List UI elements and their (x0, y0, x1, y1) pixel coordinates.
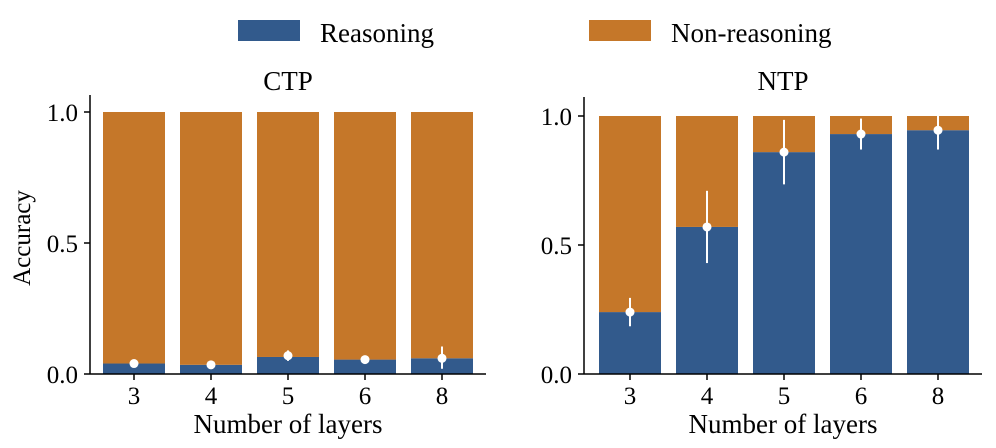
ntp-mean-point-6 (856, 129, 866, 139)
ctp-mean-point-6 (360, 355, 370, 365)
ctp-bar-reasoning-5 (257, 356, 319, 374)
ctp-bar-reasoning-6 (334, 359, 396, 374)
ntp-mean-point-3 (625, 307, 635, 317)
ctp-bar-non-reasoning-3 (103, 112, 165, 364)
ntp-ytick-label-2: 1.0 (541, 104, 572, 131)
legend: Reasoning Non-reasoning (238, 18, 831, 48)
ntp-mean-point-4 (702, 222, 712, 232)
ctp-xtick-label-3: 3 (128, 383, 141, 410)
ntp-bar-reasoning-6 (830, 134, 892, 374)
ctp-mean-point-4 (206, 360, 216, 370)
ctp-mean-point-8 (437, 353, 447, 363)
ctp-bar-reasoning-4 (180, 364, 242, 374)
legend-label-non-reasoning: Non-reasoning (671, 18, 831, 48)
ntp-mean-point-8 (933, 125, 943, 135)
ctp-xtick-label-8: 8 (436, 383, 449, 410)
legend-swatch-reasoning (238, 20, 300, 41)
ntp-bar-reasoning-8 (907, 130, 969, 374)
ntp-mean-point-5 (779, 147, 789, 157)
ctp-bar-non-reasoning-6 (334, 112, 396, 360)
legend-label-reasoning: Reasoning (320, 18, 434, 48)
ctp-plot-area: 3 4 5 6 8 0.0 0.5 1.0 (47, 95, 486, 410)
ntp-xtick-label-8: 8 (932, 383, 945, 410)
ctp-panel-title: CTP (263, 66, 313, 96)
ctp-ytick-label-0: 0.0 (47, 362, 78, 389)
ctp-bar-non-reasoning-5 (257, 112, 319, 357)
ntp-ytick-label-0: 0.0 (541, 362, 572, 389)
ctp-mean-point-5 (283, 351, 293, 361)
ntp-xtick-label-6: 6 (855, 383, 868, 410)
ntp-panel-title: NTP (757, 66, 808, 96)
ntp-plot-area: 3 4 5 6 8 0.0 0.5 1.0 (541, 97, 982, 410)
ctp-bar-non-reasoning-4 (180, 112, 242, 365)
ctp-xtick-label-5: 5 (282, 383, 295, 410)
ntp-xlabel: Number of layers (689, 409, 878, 439)
ctp-xlabel: Number of layers (194, 409, 383, 439)
ntp-xtick-label-5: 5 (778, 383, 791, 410)
ctp-mean-point-3 (129, 359, 139, 369)
ctp-bar-reasoning-3 (103, 363, 165, 374)
ctp-xtick-label-4: 4 (205, 383, 218, 410)
ctp-ytick-label-2: 1.0 (47, 100, 78, 127)
ctp-ylabel: Accuracy (9, 190, 36, 286)
ntp-xtick-label-3: 3 (624, 383, 637, 410)
ctp-ytick-label-1: 0.5 (47, 231, 78, 258)
ntp-xtick-label-4: 4 (701, 383, 714, 410)
legend-swatch-non-reasoning (589, 20, 651, 41)
ctp-xtick-label-6: 6 (359, 383, 372, 410)
ntp-bar-non-reasoning-3 (599, 116, 661, 313)
ntp-bar-reasoning-5 (753, 152, 815, 374)
ctp-bar-non-reasoning-8 (411, 112, 473, 359)
ntp-ytick-label-1: 0.5 (541, 233, 572, 260)
